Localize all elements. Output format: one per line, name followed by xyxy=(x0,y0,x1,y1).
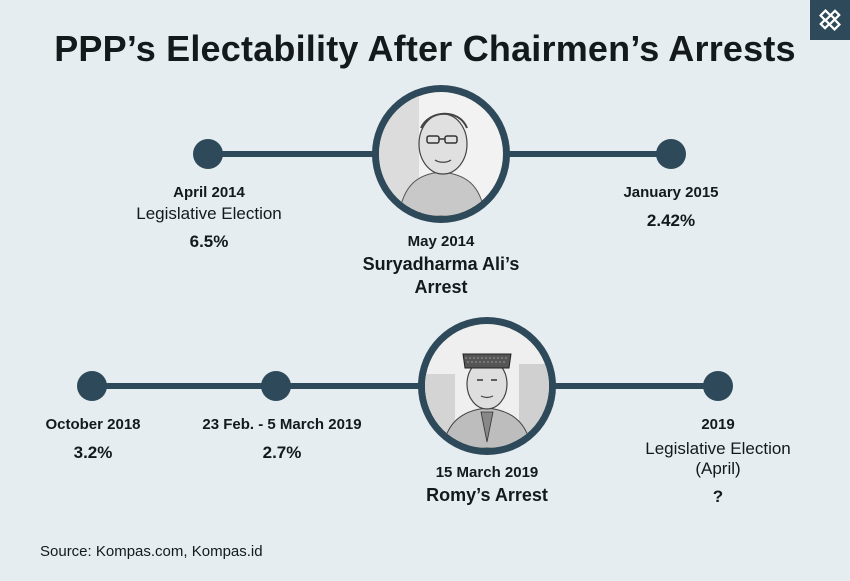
event-label: Romy’s Arrest xyxy=(426,485,548,505)
event-may-2014: May 2014 Suryadharma Ali’s Arrest xyxy=(363,233,520,298)
event-feb-march-2019: 23 Feb. - 5 March 2019 2.7% xyxy=(202,416,361,463)
logo-badge xyxy=(810,0,850,40)
timeline-bottom-line xyxy=(92,383,719,389)
timeline-dot-2019-election xyxy=(703,371,733,401)
portrait-image xyxy=(425,324,549,448)
event-value: ? xyxy=(712,487,724,506)
event-value: 2.7% xyxy=(262,443,302,462)
suryadharma-ali-photo xyxy=(372,85,510,223)
portrait-image xyxy=(379,92,503,216)
event-april-2014: April 2014 Legislative Election 6.5% xyxy=(136,184,282,252)
event-label-line1: Legislative Election xyxy=(645,439,791,458)
event-label-line2: (April) xyxy=(695,459,741,478)
event-label-line2: Arrest xyxy=(414,277,468,297)
timeline-dot-april-2014 xyxy=(193,139,223,169)
event-value: 6.5% xyxy=(189,232,229,251)
event-value: 3.2% xyxy=(73,443,113,462)
event-date: October 2018 xyxy=(45,416,141,433)
event-date: April 2014 xyxy=(173,184,245,201)
event-value: 2.42% xyxy=(646,211,696,230)
page-title: PPP’s Electability After Chairmen’s Arre… xyxy=(54,28,796,69)
timeline-dot-feb-march-2019 xyxy=(261,371,291,401)
timeline-dot-october-2018 xyxy=(77,371,107,401)
event-date: 2019 xyxy=(701,416,735,433)
event-label-line1: Suryadharma Ali’s xyxy=(362,254,520,274)
event-march-2019: 15 March 2019 Romy’s Arrest xyxy=(426,464,548,506)
diamond-logo-icon xyxy=(819,9,841,31)
event-date: January 2015 xyxy=(623,184,719,201)
event-date: 15 March 2019 xyxy=(435,464,539,481)
event-date: 23 Feb. - 5 March 2019 xyxy=(202,416,362,433)
event-october-2018: October 2018 3.2% xyxy=(45,416,140,463)
romy-photo xyxy=(418,317,556,455)
event-label: Legislative Election xyxy=(136,204,282,223)
event-2019-election: 2019 Legislative Election (April) ? xyxy=(645,416,791,507)
event-january-2015: January 2015 2.42% xyxy=(623,184,718,231)
event-date: May 2014 xyxy=(407,233,475,250)
timeline-dot-january-2015 xyxy=(656,139,686,169)
source-note: Source: Kompas.com, Kompas.id xyxy=(40,543,263,560)
